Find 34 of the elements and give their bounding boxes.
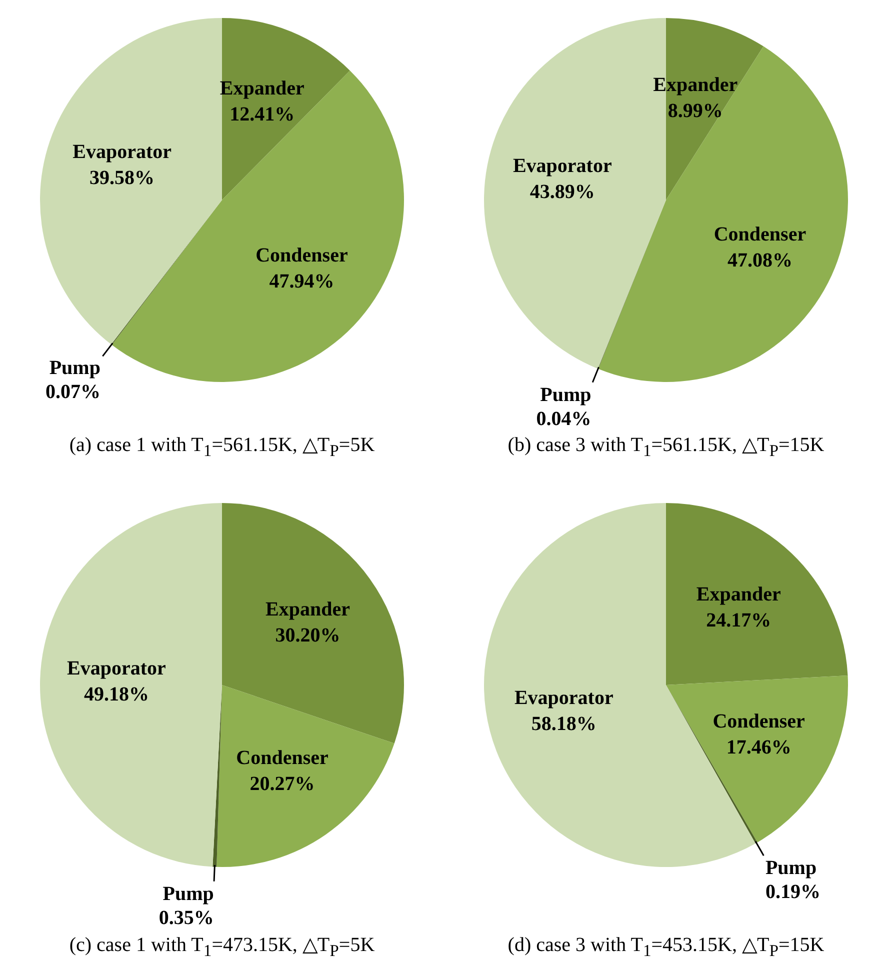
slice-label: Condenser xyxy=(714,223,806,246)
slice-label: Pump xyxy=(49,357,100,380)
slice-label: Evaporator xyxy=(72,141,172,164)
slice-label: Expander xyxy=(696,584,782,606)
slice-label: Pump xyxy=(540,384,592,406)
text: (a) case 1 with T$_{1}$=561.15K, △T$_{P}$=5K xyxy=(68,433,376,461)
data-label: 17.46% xyxy=(726,736,792,758)
slice-label: Condenser xyxy=(712,710,806,732)
slice-label: Pump xyxy=(162,883,214,906)
slice-label: Evaporator xyxy=(512,155,612,178)
data-label: 20.27% xyxy=(250,772,315,795)
text: (d) case 3 with T$_{1}$=453.15K, △T$_{P}$=15K xyxy=(506,933,826,961)
slice-label: Condenser xyxy=(236,746,328,769)
data-label: 24.17% xyxy=(706,610,772,632)
slice-label: Condenser xyxy=(256,244,348,266)
slice-label: Pump xyxy=(765,856,817,879)
data-label: 30.20% xyxy=(275,624,340,647)
data-label: 0.04% xyxy=(536,408,592,430)
text: (c) case 1 with T$_{1}$=473.15K, △T$_{P}$=5K xyxy=(68,933,376,961)
data-label: 58.18% xyxy=(531,713,596,735)
data-label: 49.18% xyxy=(84,683,149,706)
data-label: 47.94% xyxy=(269,270,334,292)
data-label: 0.07% xyxy=(45,381,100,404)
data-label: 8.99% xyxy=(668,100,723,122)
slice-label: Evaporator xyxy=(514,687,614,709)
data-label: 0.35% xyxy=(158,907,214,930)
data-label: 12.41% xyxy=(230,104,295,126)
data-label: 0.19% xyxy=(765,880,820,903)
slice-label: Evaporator xyxy=(67,657,166,680)
slice-label: Expander xyxy=(266,598,350,621)
data-label: 39.58% xyxy=(90,167,155,190)
text: (b) case 3 with T$_{1}$=561.15K, △T$_{P}$=15K xyxy=(506,433,826,461)
data-label: 43.89% xyxy=(530,181,595,204)
data-label: 47.08% xyxy=(727,249,792,272)
